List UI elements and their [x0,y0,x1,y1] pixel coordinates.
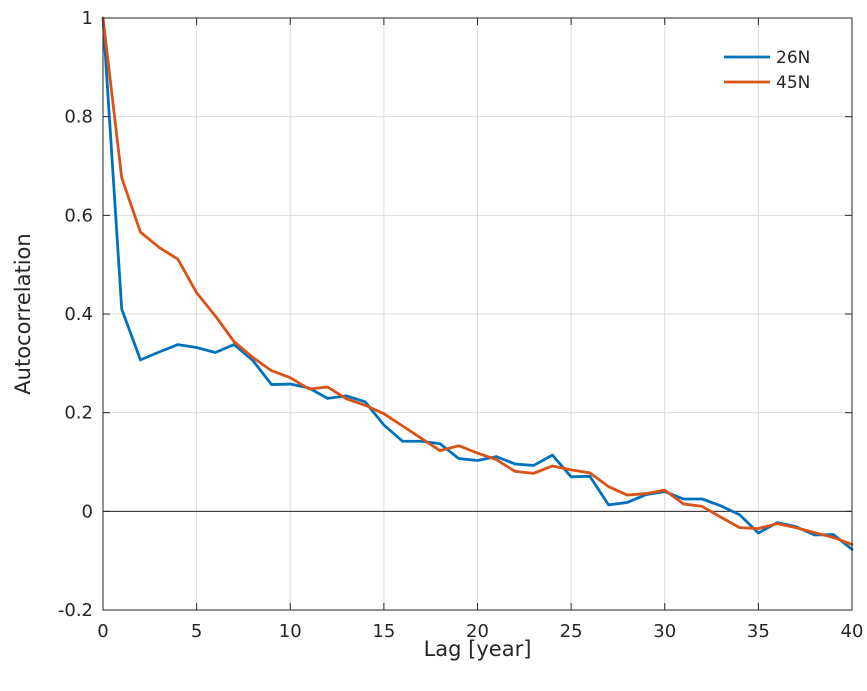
tick-labels: 0 5 10 15 20 25 30 35 40-0.200.20.40.60.81 [58,8,864,642]
y-tick-label: 0 [82,501,93,522]
y-tick-label: -0.2 [58,600,93,621]
y-tick-label: 1 [82,8,93,29]
legend-label-26n: 26N [776,48,810,68]
legend-label-45n: 45N [776,73,810,93]
x-axis-label: Lag [year] [424,637,532,661]
y-tick-label: 0.6 [64,205,93,226]
x-tick-label: 25 [560,621,583,642]
series-line-26n [101,16,854,551]
x-tick-label: 5 [191,621,202,642]
axis-ticks [102,17,853,611]
x-tick-label: 35 [747,621,770,642]
series-line-45n [101,16,854,546]
x-tick-label: 20 [466,621,489,642]
x-tick-label: 40 [841,621,864,642]
x-tick-label: 10 [279,621,302,642]
x-tick-label: 30 [653,621,676,642]
y-tick-label: 0.2 [64,403,93,424]
x-tick-label: 0 [97,621,108,642]
y-tick-label: 0.8 [64,107,93,128]
y-axis-label: Autocorrelation [11,233,35,394]
x-tick-label: 15 [372,621,395,642]
series-lines [101,16,854,551]
y-tick-label: 0.4 [64,304,93,325]
